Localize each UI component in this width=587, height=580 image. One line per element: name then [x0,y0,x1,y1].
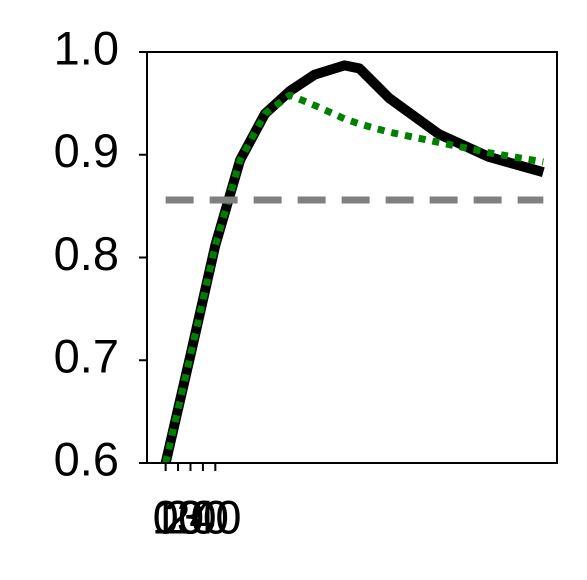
y-tick-label: 0.6 [54,432,119,485]
x-tick-label: 20 [164,490,216,543]
y-tick-label: 1.0 [54,21,119,74]
x-tick-label: 40 [189,490,241,543]
series-line [160,60,545,465]
y-tick-label: 0.8 [54,227,119,280]
y-tick-label: 0.7 [54,330,119,383]
x-tick-label: 10 [152,490,204,543]
y-tick-label: 0.9 [54,124,119,177]
x-tick-label: 0 [153,490,179,543]
series-line [162,91,544,464]
x-tick-label: 30 [177,490,229,543]
